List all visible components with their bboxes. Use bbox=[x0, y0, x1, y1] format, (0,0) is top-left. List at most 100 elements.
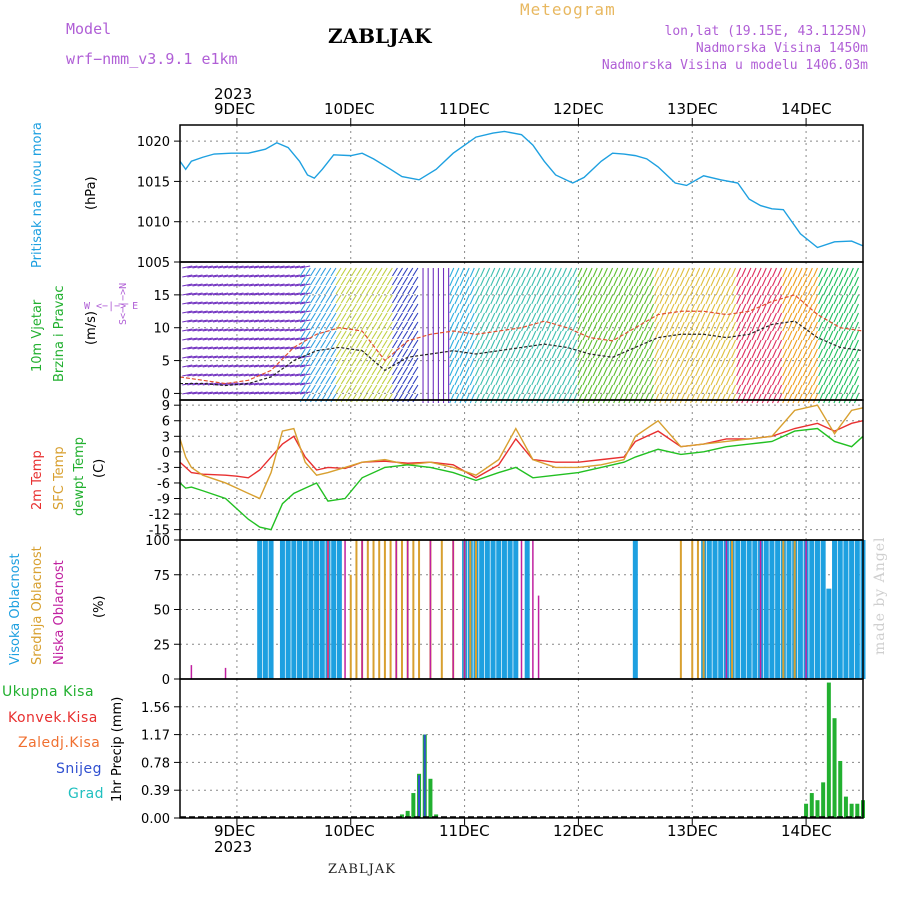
mid-cloud-bar bbox=[782, 540, 785, 679]
wind-barb bbox=[490, 303, 496, 314]
wind-barb bbox=[279, 310, 290, 314]
wind-barb bbox=[386, 375, 393, 385]
wind-barb bbox=[284, 283, 295, 287]
wind-barb bbox=[679, 348, 685, 359]
wind-barb bbox=[833, 375, 839, 386]
wind-barb bbox=[299, 285, 306, 295]
wind-barb bbox=[253, 346, 265, 350]
wind-barb bbox=[248, 328, 259, 332]
wind-barb bbox=[192, 301, 203, 305]
wind-barb bbox=[345, 330, 352, 340]
wind-barb bbox=[474, 339, 480, 350]
wind-barb bbox=[649, 393, 655, 404]
wind-barb bbox=[371, 375, 378, 385]
wind-barb bbox=[674, 348, 680, 359]
wind-barb bbox=[412, 366, 419, 376]
wind-barb bbox=[259, 382, 270, 386]
wind-barb bbox=[818, 366, 824, 377]
wind-barb bbox=[725, 384, 731, 395]
wind-barb bbox=[766, 267, 772, 278]
wind-barb bbox=[551, 375, 557, 386]
wind-barb bbox=[259, 337, 270, 341]
wind-barb bbox=[274, 337, 285, 341]
wind-barb bbox=[515, 267, 521, 278]
wind-barb bbox=[520, 267, 526, 278]
wind-barb bbox=[279, 274, 290, 278]
wind-barb bbox=[515, 375, 521, 386]
wind-barb bbox=[567, 321, 573, 332]
wind-barb bbox=[371, 348, 378, 358]
wind-barb bbox=[782, 384, 788, 395]
wind-barb bbox=[218, 265, 229, 269]
wind-barb bbox=[690, 312, 696, 323]
wind-barb bbox=[454, 321, 460, 332]
wind-barb bbox=[356, 276, 363, 286]
wind-barb bbox=[597, 276, 603, 287]
wind-barb bbox=[361, 384, 368, 394]
wind-barb bbox=[197, 355, 208, 359]
wind-barb bbox=[299, 357, 306, 367]
wind-barb bbox=[674, 366, 680, 377]
wind-barb bbox=[664, 285, 670, 296]
wind-barb bbox=[746, 348, 752, 359]
high-cloud-bar bbox=[496, 540, 502, 679]
wind-barb bbox=[807, 339, 813, 350]
wind-barb bbox=[284, 274, 295, 278]
wind-barb bbox=[284, 265, 295, 269]
wind-barb bbox=[797, 375, 803, 386]
wind-barb bbox=[725, 294, 731, 305]
wind-barb bbox=[797, 276, 803, 287]
wind-barb bbox=[541, 384, 547, 395]
wind-barb bbox=[649, 339, 655, 350]
wind-barb bbox=[243, 292, 254, 296]
wind-barb bbox=[485, 294, 491, 305]
wind-barb bbox=[412, 330, 419, 340]
wind-barb bbox=[309, 384, 316, 394]
y-tick-label: 5 bbox=[162, 355, 170, 370]
wind-barb bbox=[848, 312, 854, 323]
wind-barb bbox=[797, 339, 803, 350]
wind-barb bbox=[526, 321, 532, 332]
wind-barb bbox=[843, 330, 849, 341]
wind-barb bbox=[531, 375, 537, 386]
wind-barb bbox=[274, 373, 285, 377]
wind-barb bbox=[602, 330, 608, 341]
wind-barb bbox=[746, 330, 752, 341]
wind-barb bbox=[299, 310, 311, 314]
wind-barb bbox=[536, 393, 542, 404]
wind-barb bbox=[807, 294, 813, 305]
wind-barb bbox=[356, 366, 363, 376]
wind-barb bbox=[756, 276, 762, 287]
wind-barb bbox=[736, 285, 742, 296]
wind-barb bbox=[818, 375, 824, 386]
wind-barb bbox=[253, 328, 265, 332]
wind-barb bbox=[618, 375, 624, 386]
wind-barb bbox=[248, 274, 259, 278]
wind-barb bbox=[572, 357, 578, 368]
wind-barb bbox=[741, 339, 747, 350]
wind-barb bbox=[299, 391, 311, 395]
wind-barb bbox=[264, 274, 275, 278]
wind-barb bbox=[397, 303, 404, 313]
wind-barb bbox=[480, 384, 486, 395]
wind-barb bbox=[771, 285, 777, 296]
wind-barb bbox=[340, 339, 347, 349]
wind-barb bbox=[345, 285, 352, 295]
wind-barb bbox=[618, 303, 624, 314]
wind-barb bbox=[654, 393, 660, 404]
wind-barb bbox=[350, 312, 357, 322]
wind-barb bbox=[243, 265, 254, 269]
wind-barb bbox=[223, 310, 234, 314]
wind-barb bbox=[264, 292, 275, 296]
total-precip-bar bbox=[399, 814, 404, 818]
wind-barb bbox=[843, 348, 849, 359]
wind-barb bbox=[756, 267, 762, 278]
wind-barb bbox=[756, 312, 762, 323]
wind-barb bbox=[561, 375, 567, 386]
wind-barb bbox=[325, 303, 332, 313]
wind-barb bbox=[823, 348, 829, 359]
wind-barb bbox=[207, 337, 218, 341]
wind-barb bbox=[223, 283, 234, 287]
wind-barb bbox=[243, 391, 254, 395]
wind-barb bbox=[597, 267, 603, 278]
